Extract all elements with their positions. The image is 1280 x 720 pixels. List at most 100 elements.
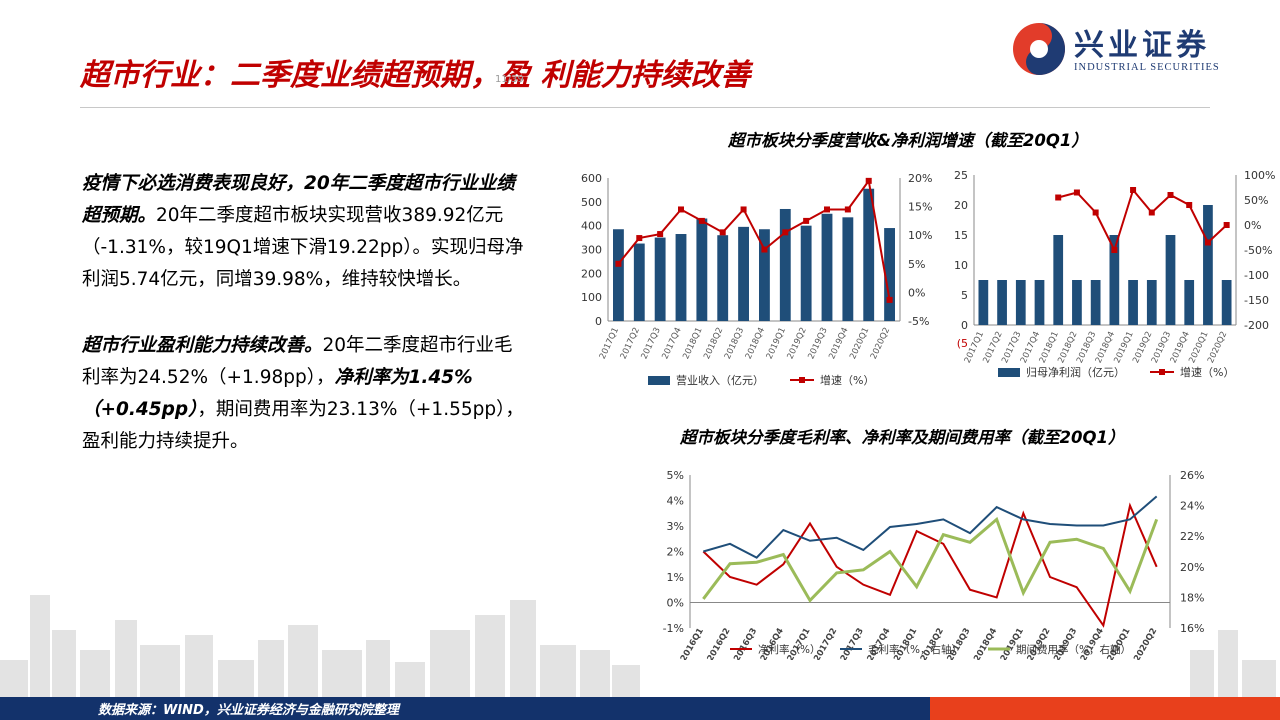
bullet-lead: 疫情下必选消费表现良好，20年二季度超市行业业绩超预期。 (82, 173, 515, 226)
bullet-lead: 超市行业盈利能力持续改善。 (82, 335, 323, 356)
growth-point (865, 177, 872, 184)
right-tick-label: 100% (1244, 169, 1275, 182)
legend-label: 净利率（%） (758, 643, 820, 656)
legend-swatch-marker (1159, 369, 1165, 375)
left-tick-label: 400 (581, 220, 602, 233)
page-title: 超市行业：二季度业绩超预期，盈 利能力持续改善 (80, 58, 751, 93)
bar (779, 208, 791, 321)
margin-ratio-chart: -1%0%1%2%3%4%5%16%18%20%22%24%26%2016Q1 2… (663, 469, 1205, 660)
left-tick-label: 15 (954, 229, 968, 242)
left-tick-label: 0 (595, 315, 602, 328)
bar (654, 237, 666, 321)
bullet-item-2: 超市行业盈利能力持续改善。20年二季度超市行业毛利率为24.52%（+1.98p… (40, 330, 530, 458)
right-tick-label: -100 (1244, 269, 1269, 282)
bar (1146, 280, 1157, 325)
left-tick-label: 5% (667, 469, 684, 482)
bar (633, 243, 645, 321)
left-tick-label: 500 (581, 196, 602, 209)
bar (738, 226, 749, 321)
legend-label: 期间费用率（%，右轴） (1016, 643, 1131, 656)
x-tick-label: 2020Q2 (869, 326, 892, 361)
x-tick-label: 2017Q3 (640, 326, 663, 361)
right-tick-label: 0% (908, 286, 925, 299)
footer-source: 数据来源：WIND，兴业证券经济与金融研究院整理 (98, 703, 399, 718)
city-skyline-decoration (0, 595, 640, 700)
right-tick-label: 26% (1180, 469, 1204, 482)
logo-name-en: INDUSTRIAL SECURITIES (1074, 62, 1220, 73)
x-tick-label: 2018Q1 (681, 326, 704, 361)
growth-point (886, 296, 893, 303)
left-tick-label: -1% (663, 622, 684, 635)
right-tick-label: 16% (1180, 622, 1204, 635)
right-tick-label: -50% (1244, 244, 1272, 257)
x-tick-label: 2017Q3 (839, 626, 866, 660)
growth-point (615, 260, 622, 267)
bar (1221, 280, 1232, 325)
right-tick-label: 18% (1180, 591, 1204, 604)
x-tick-label: 2017Q2 (619, 326, 642, 361)
bar (978, 280, 989, 325)
company-logo: 兴业证券 INDUSTRIAL SECURITIES (1010, 20, 1270, 80)
right-tick-label: 0% (1244, 219, 1261, 232)
bullet-list: 疫情下必选消费表现良好，20年二季度超市行业业绩超预期。20年二季度超市板块实现… (40, 168, 530, 458)
x-tick-label: 2018Q4 (972, 626, 999, 660)
growth-point (1223, 222, 1230, 228)
growth-point (740, 206, 747, 213)
x-tick-label: 2019Q4 (827, 326, 850, 361)
chart-title-bottom: 超市板块分季度毛利率、净利率及期间费用率（截至20Q1） (680, 428, 1125, 447)
bar (675, 234, 687, 321)
x-tick-label: 2016Q3 (732, 626, 759, 660)
footer-bar: 数据来源：WIND，兴业证券经济与金融研究院整理 (0, 697, 1280, 720)
city-skyline-decoration-right (1190, 630, 1276, 700)
bar (842, 217, 854, 321)
legend-swatch-bar (648, 376, 670, 385)
header-divider (80, 107, 1210, 108)
legend-label: 归母净利润（亿元） (1026, 365, 1125, 379)
growth-point (761, 246, 768, 253)
bar (1090, 280, 1101, 325)
bullet-item-1: 疫情下必选消费表现良好，20年二季度超市行业业绩超预期。20年二季度超市板块实现… (40, 168, 530, 296)
bar (821, 213, 833, 321)
footer-accent (930, 697, 1280, 720)
gross-margin-line (703, 495, 1158, 559)
left-tick-label: 100 (581, 291, 602, 304)
x-tick-label: 2020Q1 (848, 326, 871, 361)
growth-point (636, 235, 643, 242)
bar (1165, 235, 1176, 325)
growth-point (1148, 209, 1155, 216)
bar (863, 188, 875, 321)
bar (1015, 280, 1026, 325)
bar (1203, 205, 1213, 325)
bar (884, 228, 895, 321)
growth-series-line (617, 178, 891, 301)
x-tick-label: 2018Q2 (702, 326, 725, 361)
left-tick-label: 1% (667, 571, 684, 584)
right-tick-label: 24% (1180, 500, 1204, 513)
x-tick-label: 2017Q4 (660, 326, 683, 361)
x-tick-label: 2019Q1 (765, 326, 788, 361)
x-tick-label: 2020Q2 (1132, 626, 1159, 660)
left-tick-label: 4% (667, 495, 684, 508)
left-tick-label: 5 (961, 289, 968, 302)
growth-series-line (1057, 187, 1228, 253)
growth-point (719, 229, 726, 236)
bar (696, 218, 708, 321)
bar (1109, 235, 1120, 325)
bullet-text: 20年二季度超市板块实现营收389.92亿元（-1.31%，较19Q1增速下滑1… (82, 205, 524, 290)
growth-point (1092, 209, 1099, 216)
legend-label: 毛利率（%，右轴） (868, 643, 962, 656)
growth-point (1204, 239, 1211, 246)
left-tick-label: 0 (961, 319, 968, 332)
bar (759, 229, 770, 321)
logo-name-cn: 兴业证券 (1074, 28, 1210, 63)
growth-point (824, 206, 830, 213)
left-tick-label: 20 (954, 199, 968, 212)
page-number: 11/39 (495, 74, 524, 85)
left-tick-label: 10 (954, 259, 968, 272)
right-tick-label: 22% (1180, 530, 1204, 543)
bar (1072, 280, 1082, 325)
legend-swatch-bar (998, 368, 1020, 377)
left-tick-label: 0% (667, 597, 684, 610)
left-tick-label: 200 (581, 267, 602, 280)
x-tick-label: 2018Q4 (744, 326, 767, 361)
